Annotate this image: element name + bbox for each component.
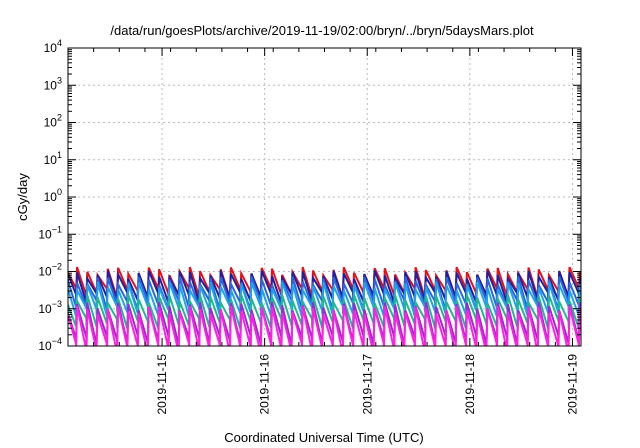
y-tick-label: 10−1 [38,224,62,241]
y-tick-label: 100 [44,187,62,204]
series-line [68,305,581,346]
y-tick-label: 10−4 [38,336,62,353]
series-line [68,270,581,304]
y-tick-labels: 104 103 102 101 100 10−1 10−2 10−3 10−4 [38,38,62,353]
x-tick-labels: 2019-11-15 2019-11-16 2019-11-17 2019-11-18… [155,354,579,415]
x-tick-label: 2019-11-17 [360,354,374,415]
x-tick-label: 2019-11-18 [463,354,477,415]
series-line [68,281,581,317]
y-tick-label: 102 [44,113,62,130]
axis-ticks [67,47,582,347]
y-tick-label: 101 [44,150,62,167]
x-axis-label: Coordinated Universal Time (UTC) [224,430,423,445]
y-axis-label: cGy/day [15,173,30,221]
series-lines [68,266,581,346]
y-tick-label: 10−2 [38,262,62,279]
x-tick-label: 2019-11-15 [155,354,169,415]
x-tick-label: 2019-11-16 [258,354,272,415]
x-tick-label: 2019-11-19 [565,354,579,415]
chart-title: /data/run/goesPlots/archive/2019-11-19/0… [110,23,534,38]
y-tick-label: 10−3 [38,299,62,316]
y-tick-label: 104 [44,38,62,55]
y-tick-label: 103 [44,75,62,92]
